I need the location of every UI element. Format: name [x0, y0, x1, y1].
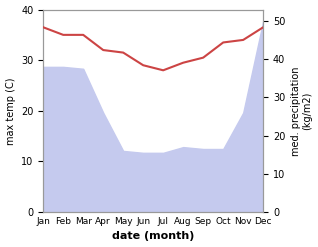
Y-axis label: med. precipitation
(kg/m2): med. precipitation (kg/m2) — [291, 66, 313, 156]
X-axis label: date (month): date (month) — [112, 231, 194, 242]
Y-axis label: max temp (C): max temp (C) — [5, 77, 16, 144]
